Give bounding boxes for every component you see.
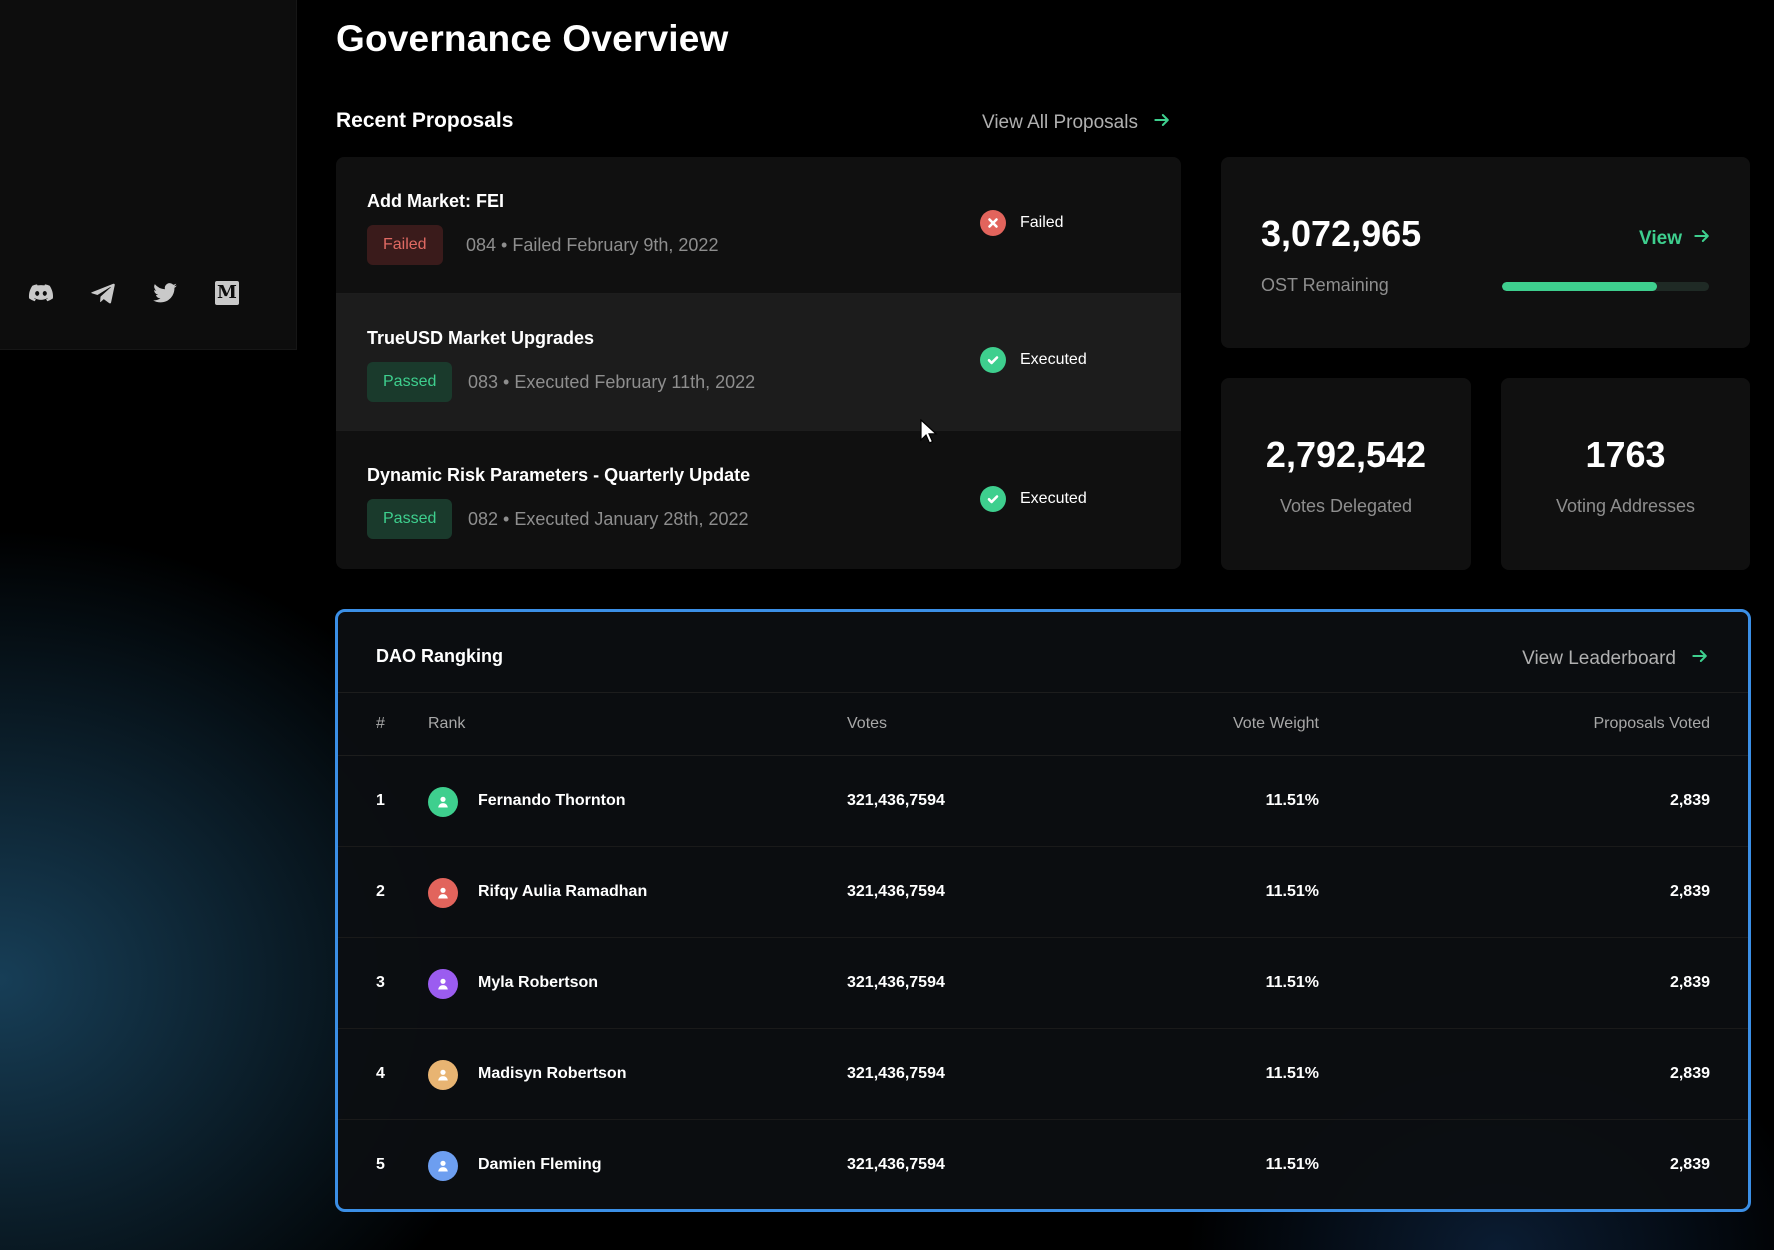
sidebar: M	[0, 0, 297, 350]
proposal-status-label: Failed	[1020, 214, 1064, 231]
table-row[interactable]: 3 Myla Robertson 321,436,7594 11.51% 2,8…	[338, 938, 1748, 1029]
view-all-proposals-label: View All Proposals	[982, 112, 1138, 133]
proposal-title: Add Market: FEI	[367, 191, 505, 211]
voting-addresses-card: 1763 Voting Addresses	[1501, 378, 1750, 570]
member-vote-weight: 11.51%	[1265, 1156, 1319, 1173]
member-proposals-voted: 2,839	[1669, 883, 1710, 900]
row-rank-number: 2	[376, 883, 385, 900]
ranking-column-headers: # Rank Votes Vote Weight Proposals Voted	[338, 693, 1748, 756]
ranking-header: DAO Rangking View Leaderboard	[338, 612, 1748, 693]
column-header-num: #	[376, 715, 385, 732]
member-vote-weight: 11.51%	[1265, 792, 1319, 809]
view-all-proposals-link[interactable]: View All Proposals	[982, 110, 1172, 136]
row-rank-number: 1	[376, 792, 385, 809]
discord-icon[interactable]	[28, 280, 54, 306]
status-badge: Failed	[367, 225, 443, 265]
member-name: Damien Fleming	[478, 1156, 602, 1173]
proposal-item[interactable]: Add Market: FEI Failed 084 • Failed Febr…	[336, 157, 1181, 294]
twitter-icon[interactable]	[152, 280, 178, 306]
ost-remaining-card: 3,072,965 OST Remaining View	[1221, 157, 1750, 348]
ost-remaining-label: OST Remaining	[1261, 275, 1389, 295]
check-icon	[980, 486, 1006, 512]
view-leaderboard-link[interactable]: View Leaderboard	[1522, 646, 1710, 672]
status-badge: Passed	[367, 362, 453, 402]
ost-view-label: View	[1639, 228, 1682, 249]
member-vote-weight: 11.51%	[1265, 974, 1319, 991]
proposal-title: TrueUSD Market Upgrades	[367, 328, 595, 348]
votes-delegated-label: Votes Delegated	[1279, 496, 1413, 516]
failed-icon	[980, 210, 1006, 236]
column-header-proposals-voted: Proposals Voted	[1593, 715, 1710, 732]
ost-view-link[interactable]: View	[1639, 226, 1712, 252]
ranking-rows: 1 Fernando Thornton 321,436,7594 11.51% …	[338, 756, 1748, 1209]
row-rank-number: 5	[376, 1156, 385, 1173]
ranking-title: DAO Rangking	[376, 646, 504, 666]
member-vote-weight: 11.51%	[1265, 883, 1319, 900]
ost-remaining-value: 3,072,965	[1261, 213, 1422, 254]
row-rank-number: 3	[376, 974, 385, 991]
column-header-vote-weight: Vote Weight	[1233, 715, 1319, 732]
mouse-cursor-icon	[920, 419, 938, 444]
votes-delegated-card: 2,792,542 Votes Delegated	[1221, 378, 1471, 570]
member-vote-weight: 11.51%	[1265, 1065, 1319, 1082]
column-header-rank: Rank	[428, 715, 466, 732]
proposal-status-label: Executed	[1020, 351, 1087, 368]
table-row[interactable]: 1 Fernando Thornton 321,436,7594 11.51% …	[338, 756, 1748, 847]
proposal-status: Executed	[980, 486, 1087, 512]
member-name: Fernando Thornton	[478, 792, 626, 809]
ost-progress-bar	[1502, 282, 1709, 291]
member-name: Madisyn Robertson	[478, 1065, 627, 1082]
telegram-icon[interactable]	[90, 280, 116, 306]
member-proposals-voted: 2,839	[1669, 974, 1710, 991]
arrow-right-icon	[1690, 646, 1710, 672]
view-leaderboard-label: View Leaderboard	[1522, 648, 1676, 669]
votes-delegated-value: 2,792,542	[1265, 434, 1427, 475]
check-icon	[980, 347, 1006, 373]
status-badge: Passed	[367, 499, 453, 539]
member-proposals-voted: 2,839	[1669, 1065, 1710, 1082]
proposal-status: Executed	[980, 347, 1087, 373]
arrow-right-icon	[1152, 110, 1172, 136]
member-name: Rifqy Aulia Ramadhan	[478, 883, 648, 900]
proposal-status-label: Executed	[1020, 490, 1087, 507]
member-proposals-voted: 2,839	[1669, 792, 1710, 809]
member-votes: 321,436,7594	[847, 1065, 945, 1082]
dao-ranking-panel: DAO Rangking View Leaderboard # Rank Vot…	[335, 609, 1751, 1212]
proposal-item[interactable]: TrueUSD Market Upgrades Passed 083 • Exe…	[336, 294, 1181, 431]
arrow-right-icon	[1692, 226, 1712, 252]
voting-addresses-label: Voting Addresses	[1555, 496, 1696, 516]
voting-addresses-value: 1763	[1585, 434, 1666, 475]
social-links: M	[28, 280, 240, 306]
member-votes: 321,436,7594	[847, 883, 945, 900]
proposal-item[interactable]: Dynamic Risk Parameters - Quarterly Upda…	[336, 431, 1181, 569]
table-row[interactable]: 5 Damien Fleming 321,436,7594 11.51% 2,8…	[338, 1120, 1748, 1209]
column-header-votes: Votes	[847, 715, 888, 732]
member-proposals-voted: 2,839	[1669, 1156, 1710, 1173]
avatar	[428, 1151, 458, 1181]
recent-proposals-title: Recent Proposals	[336, 109, 514, 132]
row-rank-number: 4	[376, 1065, 385, 1082]
medium-icon[interactable]: M	[214, 280, 240, 306]
proposal-meta: 084 • Failed February 9th, 2022	[466, 235, 719, 255]
proposal-meta: 083 • Executed February 11th, 2022	[468, 372, 756, 392]
proposals-list: Add Market: FEI Failed 084 • Failed Febr…	[336, 157, 1181, 569]
avatar	[428, 969, 458, 999]
avatar	[428, 1060, 458, 1090]
member-votes: 321,436,7594	[847, 792, 945, 809]
table-row[interactable]: 4 Madisyn Robertson 321,436,7594 11.51% …	[338, 1029, 1748, 1120]
member-name: Myla Robertson	[478, 974, 599, 991]
member-votes: 321,436,7594	[847, 1156, 945, 1173]
page-title: Governance Overview	[336, 18, 729, 59]
table-row[interactable]: 2 Rifqy Aulia Ramadhan 321,436,7594 11.5…	[338, 847, 1748, 938]
avatar	[428, 878, 458, 908]
member-votes: 321,436,7594	[847, 974, 945, 991]
avatar	[428, 787, 458, 817]
proposal-status: Failed	[980, 210, 1064, 236]
proposal-title: Dynamic Risk Parameters - Quarterly Upda…	[367, 465, 751, 485]
ost-progress-fill	[1502, 282, 1658, 291]
proposal-meta: 082 • Executed January 28th, 2022	[468, 509, 749, 529]
